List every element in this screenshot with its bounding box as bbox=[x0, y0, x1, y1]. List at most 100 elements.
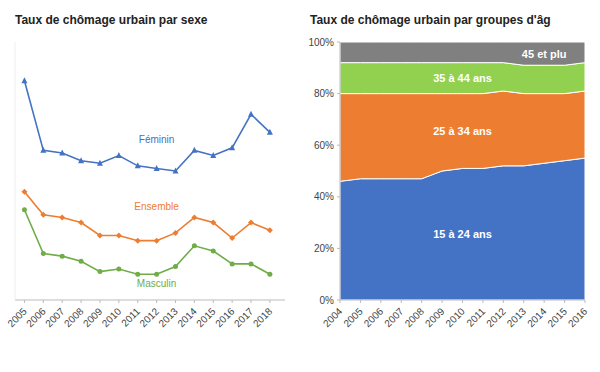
point bbox=[210, 152, 216, 158]
point bbox=[21, 77, 27, 83]
y-tick bbox=[337, 196, 340, 197]
point bbox=[116, 233, 122, 239]
series-label: 35 à 44 ans bbox=[433, 72, 492, 84]
x-tick-label: 2007 bbox=[43, 305, 67, 329]
x-tick-label: 2011 bbox=[119, 305, 142, 328]
x-tick-label: 2007 bbox=[382, 305, 406, 329]
point bbox=[192, 243, 197, 248]
area-band bbox=[340, 158, 585, 300]
x-tick-label: 2013 bbox=[505, 305, 529, 329]
point bbox=[78, 157, 84, 163]
x-tick-label: 2008 bbox=[403, 305, 427, 329]
area-band bbox=[340, 42, 585, 65]
x-tick-label: 2009 bbox=[423, 305, 447, 329]
y-tick-label: 20% bbox=[314, 243, 334, 254]
x-tick bbox=[232, 300, 233, 303]
point bbox=[248, 220, 254, 226]
x-tick bbox=[523, 300, 524, 303]
point bbox=[210, 220, 216, 226]
y-tick bbox=[337, 93, 340, 94]
point bbox=[59, 214, 65, 220]
point bbox=[135, 272, 140, 277]
point bbox=[267, 272, 272, 277]
x-tick bbox=[194, 300, 195, 303]
x-tick-label: 2017 bbox=[232, 305, 256, 329]
area-band bbox=[340, 91, 585, 181]
series-label: Masculin bbox=[137, 278, 176, 289]
series-label: Féminin bbox=[139, 134, 175, 145]
x-tick bbox=[156, 300, 157, 303]
plot-area bbox=[21, 77, 272, 277]
y-tick-label: 60% bbox=[314, 140, 334, 151]
x-tick-label: 2014 bbox=[525, 305, 549, 329]
point bbox=[116, 267, 121, 272]
x-tick bbox=[269, 300, 270, 303]
point bbox=[97, 233, 103, 239]
x-tick bbox=[380, 300, 381, 303]
point bbox=[41, 251, 46, 256]
y-tick-label: 40% bbox=[314, 191, 334, 202]
x-tick-label: 2012 bbox=[138, 305, 162, 329]
y-tick bbox=[337, 300, 340, 301]
x-tick bbox=[442, 300, 443, 303]
x-tick-label: 2009 bbox=[81, 305, 105, 329]
x-tick-label: 2016 bbox=[213, 305, 237, 329]
point bbox=[78, 220, 84, 226]
y-tick bbox=[337, 248, 340, 249]
point bbox=[154, 165, 160, 171]
y-tick bbox=[337, 42, 340, 43]
x-tick-label: 2013 bbox=[156, 305, 180, 329]
x-tick-label: 2016 bbox=[566, 305, 590, 329]
plot-area bbox=[340, 42, 585, 300]
y-range-line bbox=[15, 42, 16, 300]
x-tick bbox=[118, 300, 119, 303]
point bbox=[172, 230, 178, 236]
x-tick-label: 2012 bbox=[484, 305, 508, 329]
x-tick-label: 2015 bbox=[194, 305, 218, 329]
y-axis-line bbox=[340, 42, 341, 300]
x-tick bbox=[213, 300, 214, 303]
x-tick-label: 2018 bbox=[251, 305, 275, 329]
point bbox=[172, 168, 178, 174]
x-tick bbox=[251, 300, 252, 303]
series-label: 45 et plu bbox=[522, 48, 567, 60]
x-tick bbox=[81, 300, 82, 303]
y-tick bbox=[337, 145, 340, 146]
y-tick-label: 80% bbox=[314, 88, 334, 99]
point bbox=[154, 238, 160, 244]
point bbox=[40, 212, 46, 218]
x-tick bbox=[462, 300, 463, 303]
x-tick bbox=[99, 300, 100, 303]
x-tick-label: 2005 bbox=[5, 305, 29, 329]
point bbox=[191, 214, 197, 220]
point bbox=[173, 264, 178, 269]
point bbox=[211, 248, 216, 253]
point bbox=[267, 227, 273, 233]
point bbox=[40, 147, 46, 153]
point bbox=[22, 207, 27, 212]
x-tick-label: 2014 bbox=[175, 305, 199, 329]
x-tick-label: 2010 bbox=[443, 305, 467, 329]
point bbox=[60, 254, 65, 259]
x-tick-label: 2008 bbox=[62, 305, 86, 329]
series-label: Ensemble bbox=[134, 201, 179, 212]
x-tick bbox=[503, 300, 504, 303]
series-label: 15 à 24 ans bbox=[433, 228, 492, 240]
point bbox=[249, 261, 254, 266]
x-tick-label: 2006 bbox=[24, 305, 48, 329]
y-tick-label: 100% bbox=[308, 37, 334, 48]
x-axis-line bbox=[15, 300, 285, 301]
point bbox=[135, 162, 141, 168]
chart-title: Taux de chômage urbain par groupes d'âg bbox=[310, 13, 551, 27]
point bbox=[229, 235, 235, 241]
point bbox=[230, 261, 235, 266]
x-tick bbox=[24, 300, 25, 303]
series-line bbox=[24, 81, 269, 171]
point bbox=[267, 129, 273, 135]
x-tick-label: 2006 bbox=[362, 305, 386, 329]
series-line bbox=[24, 192, 269, 241]
x-tick-label: 2004 bbox=[321, 305, 345, 329]
x-tick bbox=[62, 300, 63, 303]
point bbox=[135, 238, 141, 244]
point bbox=[97, 160, 103, 166]
